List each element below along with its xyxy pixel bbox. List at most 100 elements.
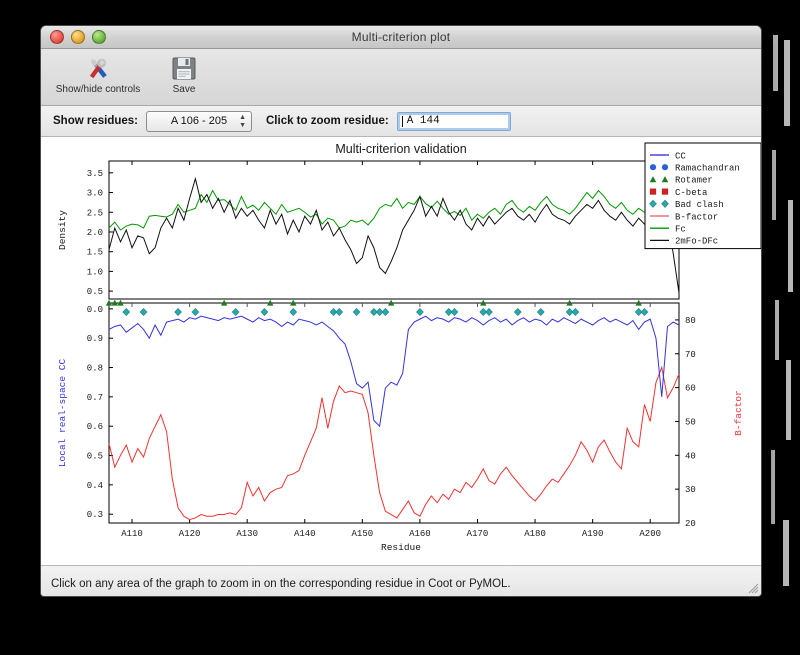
chevron-updown-icon: ▲ ▼ [239, 113, 246, 129]
bfactor-tick-label: 50 [685, 417, 696, 427]
chart-canvas[interactable]: Multi-criterion validation 0.5 1.0 1.5 2.0 2… [41, 137, 761, 565]
application-window: Multi-criterion plot [40, 25, 762, 597]
residue-tick-label: A110 [121, 529, 143, 539]
rotamer-marker [290, 299, 297, 306]
bad-clash-marker [571, 307, 580, 317]
density-axis-label: Density [57, 210, 68, 250]
residue-tick-label: A150 [352, 529, 374, 539]
density-tick-label: 0.5 [87, 287, 103, 297]
bad-clash-marker [450, 307, 459, 317]
tools-icon [83, 53, 113, 83]
legend-square-swatch [649, 188, 657, 195]
legend-label: Ramachandran [675, 164, 740, 174]
cc-tick-label: 0.7 [87, 393, 103, 403]
legend-item: 2mFo-DFc [650, 237, 718, 247]
cc-tick-label: 0.0 [87, 305, 103, 315]
density-tick-label: 3.5 [87, 169, 103, 179]
save-button[interactable]: Save [141, 53, 227, 95]
bad-clash-marker [640, 307, 649, 317]
residue-tick-label: A170 [467, 529, 489, 539]
density-tick-label: 2.5 [87, 208, 103, 218]
cc-tick-label: 0.6 [87, 422, 103, 432]
legend-circle-swatch [649, 164, 657, 171]
residue-tick-label: A160 [409, 529, 431, 539]
residue-range-value: A 106 - 205 [170, 115, 228, 127]
legend-label: Fc [675, 225, 686, 235]
legend-square-swatch [661, 188, 669, 195]
legend-diamond-swatch [661, 199, 669, 208]
minimize-button[interactable] [71, 30, 85, 44]
cc-tick-label: 0.3 [87, 510, 103, 520]
bad-clash-marker [335, 307, 344, 317]
bad-clash-marker [513, 307, 522, 317]
legend-item: B-factor [650, 212, 718, 222]
bfactor-tick-label: 30 [685, 485, 696, 495]
desktop-streak [788, 200, 793, 292]
rotamer-marker [635, 299, 642, 306]
rotamer-marker [480, 299, 487, 306]
bad-clash-marker [479, 307, 488, 317]
residue-range-select[interactable]: A 106 - 205 ▲ ▼ [146, 110, 252, 132]
rotamer-marker [566, 299, 573, 306]
residue-tick-label: A200 [639, 529, 661, 539]
status-text: Click on any area of the graph to zoom i… [51, 578, 511, 590]
desktop-streak [773, 35, 778, 91]
cc-tick-label: 0.8 [87, 364, 103, 374]
rotamer-marker [387, 299, 395, 306]
rotamer-marker [111, 299, 118, 306]
resize-grip-icon[interactable] [745, 580, 759, 594]
legend-label: Rotamer [675, 176, 713, 186]
density-tick-label: 2.0 [87, 228, 103, 238]
text-caret [401, 115, 403, 127]
status-bar: Click on any area of the graph to zoom i… [41, 565, 761, 596]
cc-panel-frame [108, 302, 680, 524]
maximize-button[interactable] [92, 30, 106, 44]
desktop-streak [775, 300, 779, 360]
bad-clash-marker [329, 307, 338, 317]
bfactor-tick-label: 60 [685, 384, 696, 394]
bfactor-tick-label: 20 [685, 519, 696, 529]
bad-clash-marker [634, 307, 643, 317]
residue-tick-label: A120 [179, 529, 201, 539]
rotamer-marker [267, 299, 274, 306]
chart-title: Multi-criterion validation [335, 142, 466, 156]
density-tick-label: 1.5 [87, 248, 103, 258]
floppy-disk-icon [170, 53, 198, 83]
residue-tick-label: A130 [236, 529, 258, 539]
legend-item: Rotamer [649, 176, 713, 186]
desktop-streak [772, 150, 776, 220]
bfactor-tick-label: 80 [685, 316, 696, 326]
bad-clash-marker [174, 307, 182, 317]
bad-clash-marker [139, 307, 148, 317]
legend-label: 2mFo-DFc [675, 237, 718, 247]
window-titlebar[interactable]: Multi-criterion plot [41, 26, 761, 49]
legend-label: Bad clash [675, 200, 724, 210]
zoom-residue-value: A 144 [406, 115, 440, 127]
bad-clash-marker [381, 307, 390, 317]
cc-tick-label: 0.5 [87, 452, 103, 462]
legend-circle-swatch [661, 164, 669, 171]
bfactor-tick-label: 40 [685, 451, 696, 461]
zoom-residue-label: Click to zoom residue: [266, 115, 389, 127]
multi-criterion-plot[interactable]: Multi-criterion validation 0.5 1.0 1.5 2.0 2… [41, 137, 761, 565]
x-axis-label: Residue [381, 542, 421, 553]
zoom-residue-input[interactable]: A 144 [396, 111, 511, 131]
cc-tick-label: 0.9 [87, 334, 103, 344]
bad-clash-marker [289, 307, 298, 317]
desktop-streak [771, 450, 775, 524]
legend-diamond-swatch [649, 199, 657, 208]
rotamer-marker [220, 299, 228, 306]
save-label: Save [172, 84, 196, 95]
legend-triangle-swatch [661, 176, 669, 183]
desktop-streak [786, 360, 791, 440]
density-tick-label: 3.0 [87, 189, 103, 199]
bad-clash-marker [370, 307, 378, 317]
bad-clash-marker [231, 307, 240, 317]
show-hide-controls-button[interactable]: Show/hide controls [55, 53, 141, 95]
bfactor-axis-label: B-factor [733, 390, 744, 436]
control-bar: Show residues: A 106 - 205 ▲ ▼ Click to z… [41, 106, 761, 137]
bad-clash-marker [416, 307, 424, 317]
desktop-streak [783, 520, 789, 586]
close-button[interactable] [50, 30, 64, 44]
